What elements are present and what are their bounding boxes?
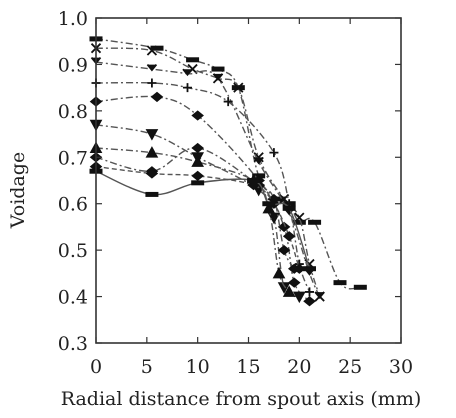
x-tick-label: 25 bbox=[338, 356, 362, 378]
data-point bbox=[147, 78, 157, 88]
x-tick-label: 10 bbox=[186, 356, 210, 378]
y-tick-label: 0.5 bbox=[58, 240, 88, 262]
series-line bbox=[95, 170, 311, 269]
data-point bbox=[146, 64, 158, 72]
data-point bbox=[223, 97, 233, 107]
y-tick-label: 0.4 bbox=[58, 287, 88, 309]
data-point bbox=[191, 110, 204, 121]
series-line bbox=[95, 38, 361, 290]
data-point bbox=[282, 205, 296, 211]
data-point bbox=[150, 45, 164, 51]
y-axis-label: Voidage bbox=[7, 152, 29, 229]
y-tick-label: 0.6 bbox=[58, 194, 88, 216]
y-tick-label: 0.8 bbox=[58, 101, 88, 123]
x-tick-label: 20 bbox=[287, 356, 311, 378]
y-tick-label: 0.3 bbox=[58, 333, 88, 355]
x-tick-labels: 0 5 10 15 20 25 30 bbox=[90, 356, 413, 378]
data-point bbox=[278, 193, 290, 205]
data-point bbox=[191, 142, 204, 154]
x-tick-label: 5 bbox=[141, 356, 153, 378]
x-axis-label: Radial distance from spout axis (mm) bbox=[61, 388, 422, 410]
data-point bbox=[314, 291, 325, 299]
data-point bbox=[303, 266, 316, 272]
x-tick-label: 0 bbox=[90, 356, 102, 378]
data-point bbox=[146, 45, 158, 56]
data-point bbox=[287, 277, 301, 288]
data-point bbox=[308, 219, 322, 225]
data-point bbox=[191, 155, 205, 167]
series-layer bbox=[89, 36, 367, 307]
series-line bbox=[95, 47, 321, 297]
data-point bbox=[292, 291, 306, 304]
x-tick-label: 30 bbox=[389, 356, 413, 378]
data-point bbox=[186, 57, 200, 63]
data-point bbox=[294, 212, 305, 223]
data-point bbox=[282, 231, 296, 242]
series-line bbox=[95, 147, 290, 293]
data-point bbox=[253, 156, 264, 165]
data-point bbox=[212, 73, 224, 81]
data-point bbox=[191, 170, 204, 182]
data-point bbox=[182, 68, 193, 77]
y-tick-labels: 0.3 0.4 0.5 0.6 0.7 0.8 0.9 1.0 bbox=[58, 8, 88, 355]
data-point bbox=[277, 221, 291, 233]
data-point bbox=[247, 178, 261, 183]
data-point bbox=[333, 280, 347, 286]
x-tick-label: 15 bbox=[236, 356, 260, 378]
data-point bbox=[233, 82, 244, 93]
data-point bbox=[145, 129, 159, 141]
data-point bbox=[145, 191, 159, 197]
series-1 bbox=[89, 36, 367, 290]
data-point bbox=[262, 201, 276, 207]
data-point bbox=[305, 287, 314, 297]
data-point bbox=[191, 180, 205, 186]
data-point bbox=[145, 146, 159, 158]
data-point bbox=[269, 148, 279, 158]
data-point bbox=[150, 91, 164, 103]
data-point bbox=[353, 284, 367, 290]
data-point bbox=[277, 282, 291, 294]
data-point bbox=[282, 285, 296, 297]
data-point bbox=[183, 83, 192, 93]
data-point bbox=[277, 244, 291, 256]
y-tick-label: 0.9 bbox=[58, 54, 88, 76]
y-tick-label: 1.0 bbox=[58, 8, 88, 30]
data-point bbox=[262, 201, 276, 214]
data-point bbox=[211, 66, 225, 72]
y-tick-label: 0.7 bbox=[58, 147, 88, 169]
data-point bbox=[303, 296, 316, 307]
data-point bbox=[145, 168, 159, 179]
data-point bbox=[272, 266, 286, 279]
ticks-layer bbox=[95, 17, 402, 344]
